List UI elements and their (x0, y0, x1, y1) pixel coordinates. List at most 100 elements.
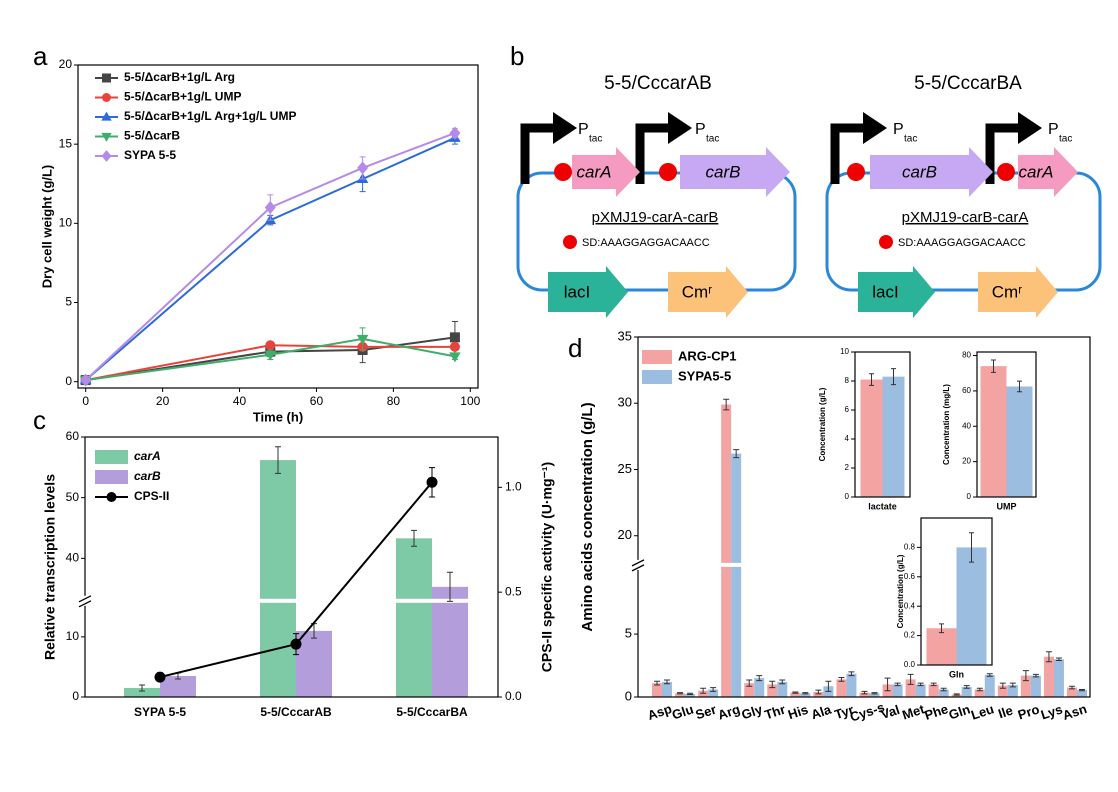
promoter-subscript: tac (706, 134, 719, 145)
bar (984, 674, 995, 697)
panel-label: d (568, 333, 582, 363)
x-tick-label: Ala (809, 701, 834, 722)
x-tick-label: 5-5/CccarBA (396, 705, 468, 719)
sd-dot (563, 235, 577, 249)
x-tick-label: Asn (1061, 701, 1089, 723)
error-bar (825, 680, 832, 692)
legend-marker (106, 492, 117, 502)
bar (708, 689, 719, 697)
y-tick-label: 80 (962, 351, 971, 360)
data-line (85, 136, 456, 381)
rbs-dot (997, 163, 1015, 181)
legend-label: ARG-CP1 (678, 348, 737, 363)
error-bar (848, 671, 855, 677)
bar (767, 684, 778, 697)
marker (101, 150, 112, 162)
promoter-label: P (893, 121, 904, 138)
y-axis-label: Relative transcription levels (42, 474, 58, 660)
y-axis-label: Dry cell weight (g/L) (39, 165, 54, 289)
x-tick-label: 0 (82, 394, 89, 408)
bar (1006, 386, 1033, 497)
panel-label: b (510, 41, 524, 71)
bar (698, 690, 709, 697)
data-line (85, 132, 456, 381)
y-tick-label: 5 (65, 295, 72, 309)
bar (938, 689, 949, 697)
rbs-dot (659, 163, 677, 181)
error-bar (746, 679, 753, 687)
error-bar (687, 692, 694, 695)
y2-axis-label: CPS-II specific activity (U·mg⁻¹) (539, 462, 555, 672)
marker-gene-arrow (548, 266, 628, 318)
y-tick-label: 0 (65, 374, 72, 388)
y-tick-label: 0 (72, 689, 79, 703)
y-tick-label: 8 (845, 376, 850, 385)
bar (926, 628, 957, 665)
legend-swatch (95, 450, 128, 464)
x-tick-label: 20 (156, 394, 170, 408)
marker (154, 671, 166, 683)
sd-sequence: SD:AAAGGAGGACAACC (898, 237, 1026, 249)
promoter-arrow (520, 123, 555, 184)
x-tick-label: Gln (947, 701, 972, 722)
error-bar (869, 373, 874, 386)
error-bar (1045, 651, 1052, 663)
marker (80, 373, 92, 387)
x-tick-label: Phe (923, 701, 950, 723)
bar (160, 675, 196, 697)
y-tick-label: 10 (66, 629, 80, 643)
axis-break-mark (631, 559, 645, 572)
gene-label: carB (902, 162, 937, 181)
error-bar (894, 682, 901, 687)
bar (860, 379, 883, 497)
error-bar (447, 571, 453, 602)
error-bar (917, 682, 924, 687)
error-bar (976, 687, 983, 692)
error-bar (411, 529, 417, 547)
error-bar (1017, 380, 1022, 393)
y-tick-label: 20 (618, 527, 632, 542)
bar (662, 681, 672, 697)
y-tick-label: 60 (962, 386, 971, 395)
marker (449, 352, 461, 363)
y-tick-label: 5 (625, 626, 632, 641)
bar (675, 693, 686, 697)
y-axis-label: Concentration (mg/L) (942, 384, 951, 465)
gene-arrow (680, 147, 790, 197)
error-bar (861, 690, 868, 695)
plot-frame (637, 336, 1091, 698)
error-bar (907, 673, 914, 685)
error-bar (802, 692, 809, 695)
axis-break-mark (78, 595, 92, 608)
marker-gene-arrow (858, 266, 935, 318)
y-tick-label: 30 (618, 395, 632, 410)
promoter-arrow (985, 123, 1020, 184)
rbs-dot (554, 163, 572, 181)
bar-break-gap (259, 598, 297, 603)
bar (869, 693, 880, 697)
marker (264, 350, 277, 361)
marker (449, 341, 460, 352)
bar (1030, 675, 1041, 697)
promoter-label: P (1048, 121, 1059, 138)
x-tick-label: Val (879, 702, 902, 722)
legend-label: carB (134, 469, 161, 483)
promoter-arrow-head (553, 112, 577, 144)
bar (1007, 685, 1018, 697)
x-axis-label: UMP (997, 501, 1017, 511)
marker (265, 340, 276, 351)
plot-frame (77, 64, 479, 389)
bar (790, 692, 801, 697)
marker (102, 73, 111, 83)
y-axis-label: Concentration (g/L) (896, 554, 905, 628)
error-bar (1055, 657, 1062, 662)
error-bar (871, 692, 878, 695)
y-tick-label: 15 (59, 136, 73, 150)
y-tick-label: 60 (66, 429, 80, 443)
legend-swatch (95, 470, 128, 484)
y-tick-label: 0 (967, 492, 972, 501)
legend-label: SYPA 5-5 (124, 148, 176, 162)
bar-break-gap (395, 598, 433, 603)
x-tick-label: His (786, 702, 810, 723)
